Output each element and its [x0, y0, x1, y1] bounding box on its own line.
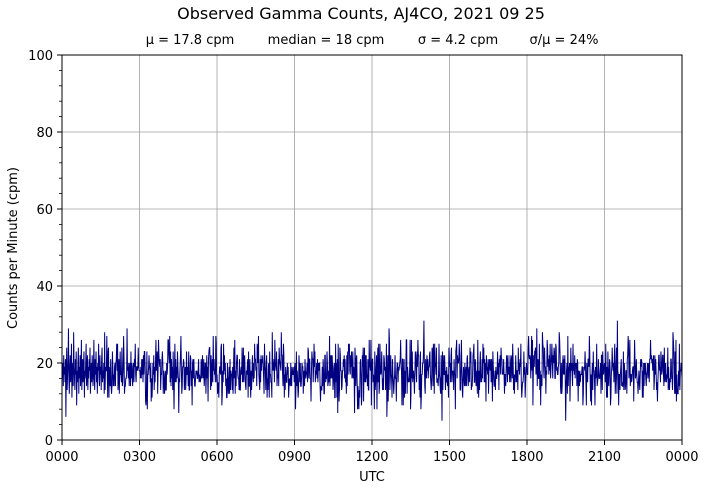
stat-mean: μ = 17.8 cpm — [146, 33, 235, 48]
x-tick-label: 1500 — [433, 450, 466, 465]
x-tick-label: 0300 — [123, 450, 156, 465]
x-tick-label: 1800 — [510, 450, 543, 465]
stat-cv: σ/μ = 24% — [530, 33, 599, 48]
series-layer — [61, 320, 683, 421]
y-tick-label: 20 — [36, 357, 53, 372]
grid — [62, 55, 682, 440]
x-tick-label: 2100 — [588, 450, 621, 465]
chart-title: Observed Gamma Counts, AJ4CO, 2021 09 25 — [177, 4, 545, 23]
stat-median: median = 18 cpm — [268, 33, 385, 48]
x-tick-label: 0900 — [278, 450, 311, 465]
y-tick-label: 40 — [36, 280, 53, 295]
series-line-counts — [61, 320, 683, 421]
x-tick-label: 0000 — [45, 450, 78, 465]
x-axis-label: UTC — [359, 470, 385, 485]
y-axis-label: Counts per Minute (cpm) — [6, 167, 21, 329]
y-tick-label: 60 — [36, 203, 53, 218]
y-tick-label: 80 — [36, 126, 53, 141]
ticks: 0000 0300 0600 0900 1200 1500 1800 2100 00000204… — [28, 49, 698, 465]
x-tick-label: 1200 — [355, 450, 388, 465]
x-tick-label: 0000 — [665, 450, 698, 465]
y-tick-label: 100 — [28, 49, 53, 64]
stat-sigma: σ = 4.2 cpm — [418, 33, 498, 48]
x-tick-label: 0600 — [200, 450, 233, 465]
y-tick-label: 0 — [45, 434, 53, 449]
